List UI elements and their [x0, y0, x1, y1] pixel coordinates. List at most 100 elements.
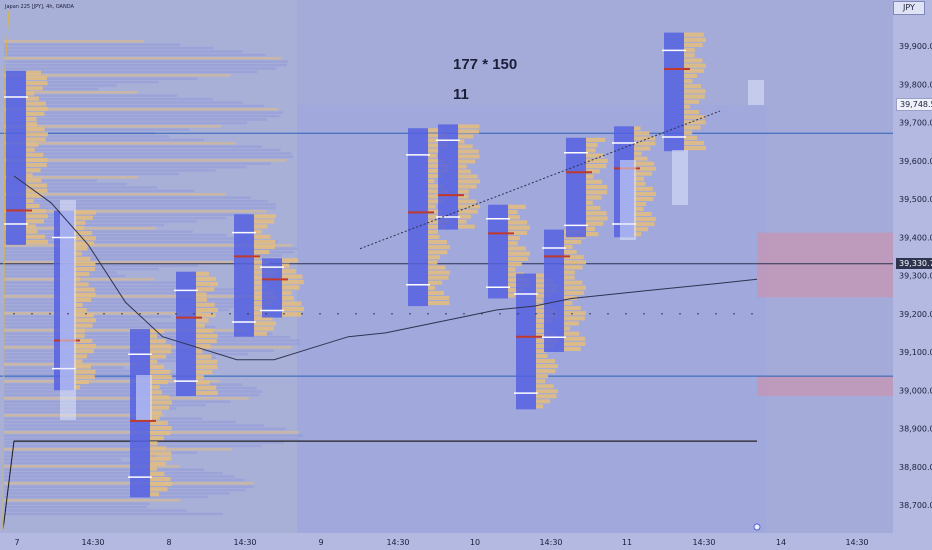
composite-profile-bar: [4, 165, 247, 169]
session-profile-bar: [564, 326, 571, 331]
session-profile-bar: [196, 349, 203, 354]
session-profile-bar: [458, 184, 477, 189]
reference-dot: [715, 312, 717, 315]
session-profile-bar: [564, 260, 586, 265]
session-profile-bar: [196, 297, 207, 302]
session-profile-bar: [196, 276, 216, 282]
session-profile-bar: [254, 331, 267, 336]
x-tick-label: 14:30: [692, 538, 715, 547]
session-profile-bar: [564, 331, 580, 336]
composite-profile-bar: [4, 373, 181, 376]
session-candle-body: [438, 124, 458, 230]
reference-dot: [733, 312, 735, 315]
x-tick-label: 14:30: [845, 538, 868, 547]
session-profile-bar: [196, 328, 214, 333]
currency-badge[interactable]: JPY: [893, 1, 925, 15]
session-profile-bar: [74, 210, 96, 215]
session-profile-bar: [26, 188, 48, 193]
session-profile-bar: [428, 158, 446, 163]
session-profile-bar: [564, 280, 583, 285]
session-profile-bar: [150, 405, 170, 410]
composite-profile-bar: [4, 172, 179, 176]
session-profile-bar: [586, 216, 608, 221]
session-profile-bar: [428, 148, 441, 153]
composite-profile-bar: [4, 291, 256, 295]
composite-profile-bar: [4, 461, 152, 465]
session-profile-bar: [428, 250, 448, 255]
session-profile-bar: [428, 229, 438, 234]
session-profile-bar: [150, 492, 160, 497]
composite-profile-bar: [4, 359, 179, 363]
composite-profile-bar: [4, 512, 224, 516]
session-profile-bar: [536, 349, 546, 354]
session-profile-bar: [536, 273, 545, 278]
session-profile-bar: [428, 184, 444, 189]
session-profile-bar: [458, 224, 475, 229]
composite-profile-bar: [4, 67, 277, 70]
session-profile-bar: [508, 204, 526, 209]
session-profile-bar: [564, 265, 583, 270]
reference-dot: [49, 312, 51, 315]
session-profile-bar: [26, 173, 33, 178]
vwap-line: [13, 175, 758, 361]
session-profile-bar: [428, 275, 449, 280]
session-profile-bar: [428, 255, 441, 260]
session-profile-bar: [586, 158, 608, 163]
session-profile-bar: [508, 246, 526, 251]
composite-profile-bar: [4, 434, 303, 437]
session-profile-bar: [26, 111, 45, 116]
session-profile-bar: [282, 258, 299, 263]
level-price-badge: 39,330.7: [896, 257, 932, 269]
session-profile-bar: [150, 380, 168, 385]
session-profile-bar: [150, 446, 167, 451]
session-profile-bar: [684, 125, 701, 130]
session-profile-bar: [428, 173, 443, 179]
composite-profile-bar: [4, 448, 233, 451]
composite-profile-bar: [4, 495, 208, 499]
session-profile-bar: [74, 220, 86, 225]
session-candle-body: [6, 70, 26, 245]
session-profile-bar: [74, 349, 94, 354]
reference-dot: [229, 312, 231, 315]
session-profile-bar: [564, 285, 586, 290]
session-profile-bar: [684, 135, 698, 140]
dashed-trend-line: [359, 110, 721, 250]
session-profile-bar: [536, 323, 544, 328]
session-profile-bar: [458, 124, 480, 129]
session-profile-bar: [536, 374, 549, 379]
session-profile-bar: [196, 370, 213, 375]
session-profile-bar: [26, 178, 42, 183]
session-profile-bar: [282, 301, 302, 306]
session-profile-bar: [254, 224, 268, 229]
reference-dot: [85, 312, 87, 315]
x-tick-label: 8: [166, 538, 171, 547]
reference-dot: [607, 312, 609, 315]
session-profile-bar: [508, 220, 528, 225]
price-axis-panel: [893, 0, 932, 550]
session-profile-bar: [26, 203, 40, 209]
session-profile-bar: [428, 204, 436, 209]
session-profile-bar: [536, 303, 552, 308]
session-profile-bar: [282, 306, 304, 312]
session-candle-body: [488, 204, 508, 299]
session-profile-bar: [564, 239, 582, 244]
session-profile-bar: [586, 205, 601, 211]
session-profile-bar: [74, 379, 89, 385]
session-profile-bar: [634, 217, 656, 222]
session-profile-bar: [684, 79, 693, 84]
session-profile-bar: [150, 359, 158, 364]
composite-profile-bar: [4, 179, 97, 182]
session-profile-bar: [150, 410, 162, 415]
session-profile-bar: [508, 262, 522, 267]
x-tick-label: 14:30: [81, 538, 104, 547]
session-profile-bar: [634, 227, 649, 232]
last-price-badge: 39,748.5: [896, 97, 932, 111]
composite-profile-bar: [4, 40, 144, 43]
session-profile-bar: [536, 359, 556, 364]
composite-profile-bar: [4, 135, 169, 138]
composite-profile-bar: [4, 186, 157, 189]
composite-profile-bar: [4, 325, 216, 329]
session-profile-bar: [564, 336, 585, 341]
